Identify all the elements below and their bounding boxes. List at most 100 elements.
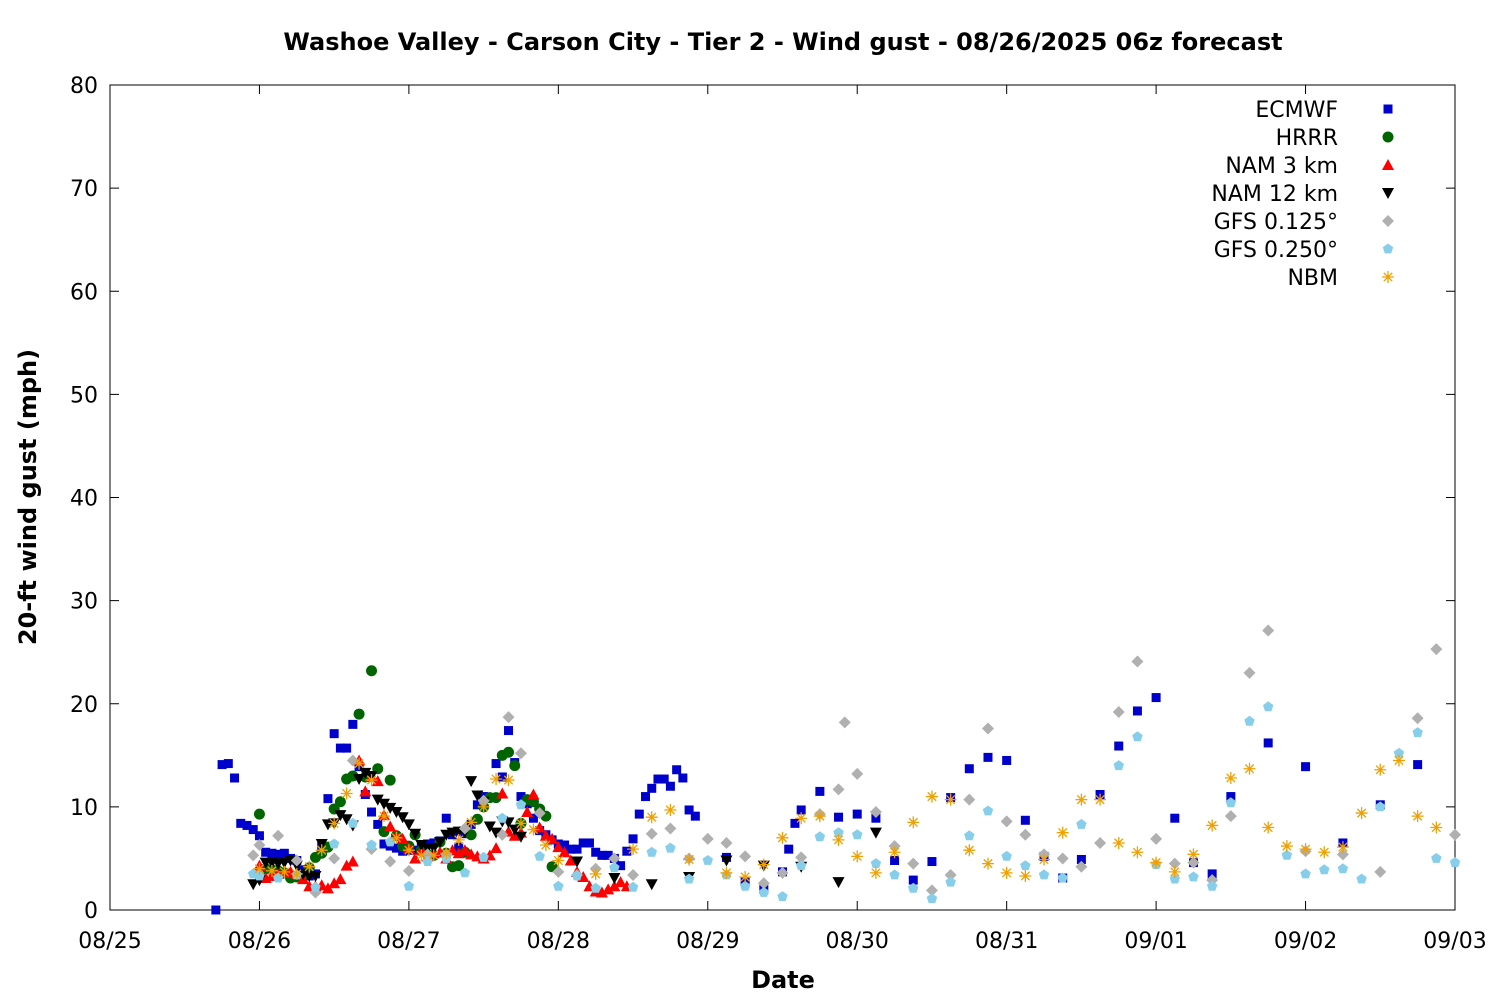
- ecmwf-point: [653, 774, 663, 784]
- gfs0250-point: [1412, 727, 1423, 738]
- gfs0125-point: [552, 865, 565, 878]
- gfs0250-point: [1132, 731, 1143, 742]
- nam12km-point: [409, 828, 422, 840]
- nam12km-point: [514, 831, 527, 843]
- ecmwf-point: [367, 807, 377, 817]
- gfs0250-point: [1244, 715, 1255, 726]
- ecmwf-point: [211, 905, 221, 915]
- nam12km-point: [571, 856, 584, 868]
- gfs0250-point: [964, 830, 975, 841]
- nam12km-point: [402, 819, 415, 831]
- gfs0125-point: [1374, 865, 1387, 878]
- nbm-point: [757, 858, 770, 871]
- gfs0125-point: [776, 866, 789, 879]
- ecmwf-point: [1132, 706, 1142, 716]
- gfs0250-point: [814, 831, 826, 842]
- ecmwf-point: [591, 847, 601, 857]
- nbm-point: [465, 816, 478, 829]
- legend-label: GFS 0.250°: [1214, 238, 1338, 263]
- nbm-point: [1411, 810, 1424, 823]
- nam12km-point: [309, 870, 322, 882]
- ecmwf-point: [248, 825, 258, 835]
- nbm-point: [477, 800, 490, 813]
- gfs0250-point: [609, 862, 620, 873]
- ecmwf-point: [634, 809, 644, 819]
- ecmwf-point: [373, 819, 383, 829]
- nbm-point: [739, 871, 752, 883]
- gfs0250-point: [347, 817, 359, 828]
- ecmwf-point: [1170, 813, 1180, 823]
- gfs0250-point: [553, 880, 564, 891]
- ecmwf-point: [1076, 854, 1086, 864]
- nbm-point: [981, 857, 994, 870]
- gfs0250-point: [1393, 747, 1405, 758]
- y-tick-label: 50: [70, 383, 98, 408]
- ecmwf-point: [516, 792, 526, 802]
- gfs0250-point: [646, 846, 657, 857]
- nbm-point: [265, 864, 278, 877]
- gfs0125-point: [272, 829, 285, 842]
- nbm-point: [402, 844, 415, 857]
- gfs0125-point: [402, 864, 415, 877]
- gfs0125-point: [502, 711, 515, 724]
- nbm-point: [1262, 821, 1275, 834]
- nam3km-point: [340, 859, 353, 871]
- gfs0125-point: [1000, 815, 1013, 828]
- gfs0250-point: [1337, 863, 1349, 874]
- gfs0125-point: [1449, 828, 1461, 841]
- gfs0125-point: [981, 722, 994, 735]
- gfs0125-point: [1150, 832, 1163, 845]
- x-tick-label: 08/28: [527, 929, 590, 954]
- ecmwf-point: [566, 844, 576, 854]
- nam3km-point: [558, 846, 571, 858]
- y-axis-label: 20-ft wind gust (mph): [14, 349, 42, 645]
- ecmwf-point: [279, 848, 289, 858]
- hrrr-point: [353, 708, 365, 720]
- ecmwf-point: [603, 850, 613, 860]
- nbm-point: [813, 810, 826, 823]
- ecmwf-point: [329, 729, 339, 739]
- nbm-point: [1336, 841, 1349, 854]
- x-axis-label: Date: [751, 966, 815, 994]
- nam12km-point: [396, 812, 409, 824]
- gfs0250-point: [534, 850, 545, 861]
- ecmwf-point: [472, 800, 482, 810]
- hrrr-point: [253, 808, 265, 820]
- gfs0125-point: [1430, 643, 1443, 656]
- gfs0125-point: [720, 836, 733, 849]
- gfs0250-point: [1375, 801, 1386, 812]
- axes: 0 10 20 30 40 50 60 70 80 08/25 08/26 08/27 08/28 08/…: [70, 74, 1487, 954]
- gfs0250-point: [590, 882, 601, 893]
- gfs0250-point: [833, 827, 844, 838]
- gfs0125-point: [533, 807, 546, 820]
- gfs0125-point: [757, 877, 770, 890]
- nam3km-point: [346, 855, 359, 867]
- ecmwf-point: [1301, 762, 1311, 772]
- ecmwf-point: [391, 843, 401, 853]
- nbm-point: [1374, 763, 1387, 776]
- nbm-point: [1318, 846, 1331, 859]
- nbm-point: [1224, 772, 1237, 784]
- gfs0250-point: [1038, 869, 1050, 880]
- ecmwf-point: [429, 838, 439, 848]
- ecmwf-point: [528, 813, 538, 823]
- nbm-point: [925, 790, 938, 803]
- gfs0250-point: [497, 812, 508, 823]
- ecmwf-point: [983, 752, 993, 762]
- nbm-point: [253, 862, 266, 875]
- nbm-point: [502, 774, 515, 787]
- hrrr-point: [465, 829, 477, 841]
- nam12km-point: [483, 821, 496, 833]
- gfs0250-point: [1113, 760, 1124, 771]
- nbm-point: [527, 823, 540, 836]
- nam12km-point: [334, 810, 347, 822]
- ecmwf-point: [267, 848, 277, 858]
- hrrr-point: [453, 860, 465, 872]
- gfs0250-point: [1001, 850, 1012, 861]
- nam12km-point: [720, 855, 733, 867]
- ecmwf-point: [1002, 755, 1012, 765]
- legend-label: HRRR: [1276, 126, 1338, 151]
- nbm-point: [1000, 866, 1013, 879]
- gfs0125-point: [1094, 836, 1107, 849]
